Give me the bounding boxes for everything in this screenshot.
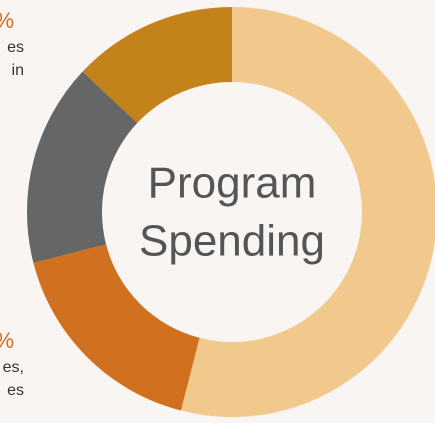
- annotation-text: es,: [3, 359, 24, 376]
- annotation-percent: %: [0, 328, 14, 353]
- donut-segment: [33, 244, 200, 411]
- annotation-percent: %: [0, 8, 14, 33]
- donut-segment: [181, 7, 435, 417]
- annotation-text: in: [12, 62, 24, 79]
- donut-segment: [26, 71, 138, 263]
- donut-segment: [82, 7, 232, 124]
- annotation-text: es: [7, 39, 24, 56]
- center-label: Spending: [139, 217, 325, 266]
- center-label: Program: [148, 159, 317, 208]
- annotation-text: es: [7, 382, 24, 399]
